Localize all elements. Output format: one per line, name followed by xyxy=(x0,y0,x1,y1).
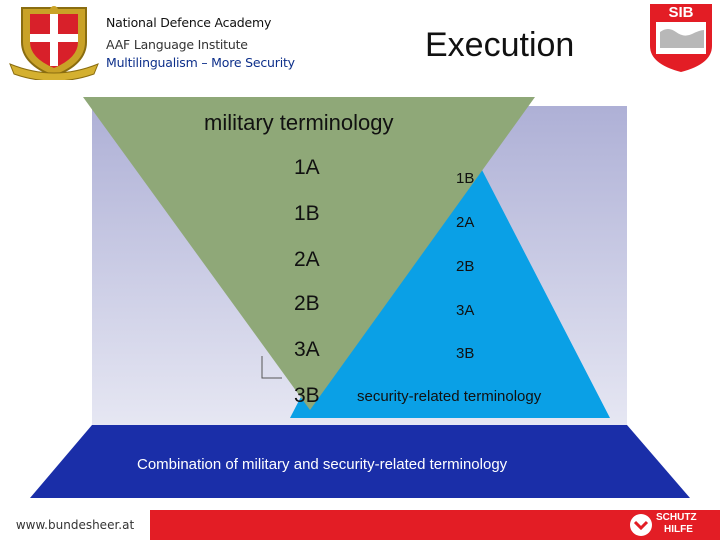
military-level-2a: 2A xyxy=(294,248,320,271)
military-terminology-label: military terminology xyxy=(204,110,394,135)
military-triangle xyxy=(83,97,535,410)
military-level-1a: 1A xyxy=(294,156,320,179)
security-level-2a: 2A xyxy=(456,214,475,231)
header-line-2: AAF Language Institute xyxy=(106,37,248,52)
combination-platform xyxy=(30,425,690,498)
military-level-1b: 1B xyxy=(294,202,320,225)
hilfe-label: HILFE xyxy=(664,524,693,535)
security-triangle xyxy=(290,108,610,418)
security-terminology-label: security-related terminology xyxy=(357,388,542,405)
security-level-3b: 3B xyxy=(456,345,475,362)
sib-logo-text: SIB xyxy=(668,4,694,21)
footer-bar: www.bundesheer.at SCHUTZ HILFE xyxy=(0,510,720,540)
header-line-3: Multilingualism – More Security xyxy=(106,55,295,70)
military-level-3a: 3A xyxy=(294,338,320,361)
crest-logo xyxy=(9,6,99,80)
security-level-3a: 3A xyxy=(456,302,475,319)
military-level-3b: 3B xyxy=(294,384,320,407)
page-title: Execution xyxy=(425,26,575,64)
schutz-hilfe-logo xyxy=(630,514,652,536)
security-level-2b: 2B xyxy=(456,258,475,275)
military-level-2b: 2B xyxy=(294,292,320,315)
header-line-1: National Defence Academy xyxy=(106,15,272,30)
footer-url[interactable]: www.bundesheer.at xyxy=(0,510,150,540)
security-level-1b: 1B xyxy=(456,170,475,187)
sib-logo xyxy=(650,4,712,72)
schutz-label: SCHUTZ xyxy=(656,512,697,523)
connector-bracket xyxy=(261,356,282,379)
combination-label: Combination of military and security-rel… xyxy=(137,456,508,473)
